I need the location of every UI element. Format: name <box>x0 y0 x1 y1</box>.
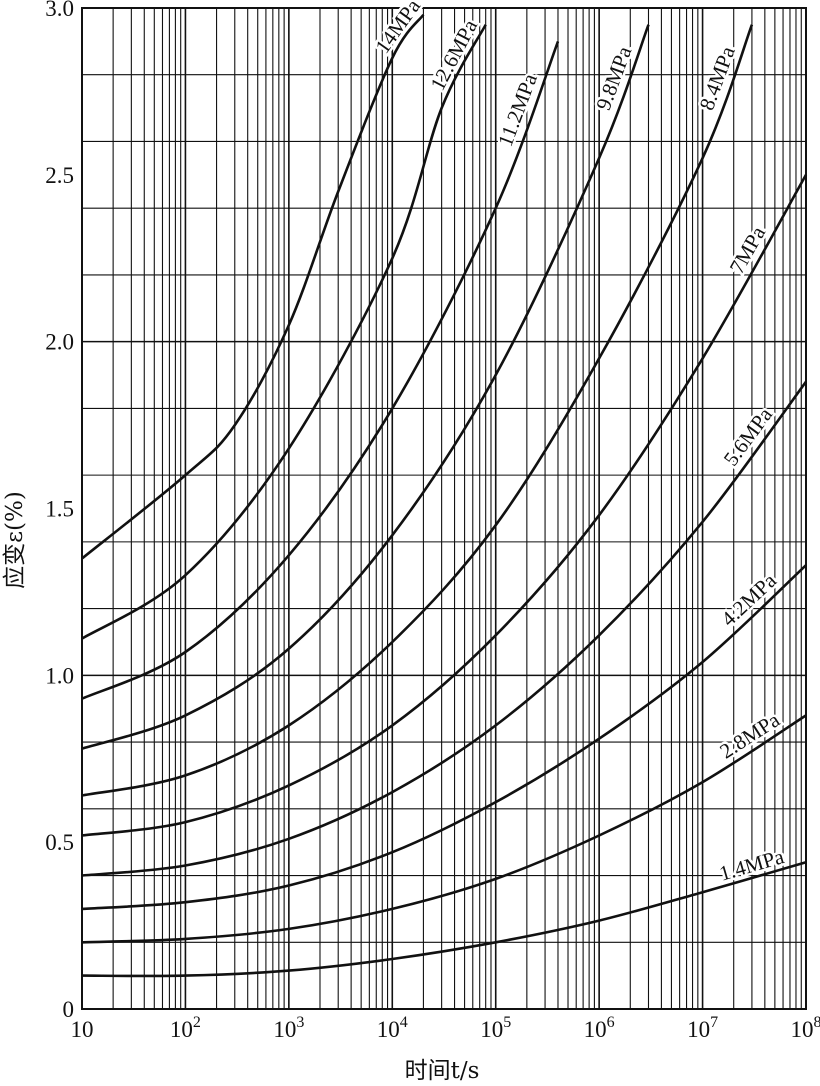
y-tick-label: 0.5 <box>45 830 74 855</box>
x-tick-label: 107 <box>687 1014 718 1042</box>
plot-border <box>81 7 807 1010</box>
curve-8.4MPa <box>81 24 754 797</box>
curve-12.6MPa <box>81 24 487 640</box>
y-tick-label: 1.5 <box>45 497 74 522</box>
strain-curves <box>81 13 808 978</box>
y-tick-label: 2.5 <box>45 163 74 188</box>
y-tick-label: 0 <box>63 997 75 1022</box>
curve-1.4MPa <box>81 860 807 978</box>
y-tick-label: 1.0 <box>45 663 74 688</box>
x-tick-labels: 10 102 103 104 105 106 107 108 <box>71 1014 820 1042</box>
y-tick-label: 2.0 <box>45 330 74 355</box>
curve-11.2MPa <box>81 40 560 700</box>
curve-7MPa <box>81 174 808 837</box>
x-tick-label: 10 <box>71 1017 94 1042</box>
x-tick-label: 105 <box>480 1014 511 1042</box>
curve-2.8MPa <box>81 714 807 944</box>
curve-5.6MPa <box>81 380 808 877</box>
x-tick-label: 108 <box>791 1014 820 1042</box>
curve-9.8MPa <box>81 24 650 750</box>
x-axis-label: 时间t/s <box>405 1058 480 1084</box>
x-tick-label: 103 <box>273 1014 304 1042</box>
curve-4.2MPa <box>81 564 807 911</box>
curve-14MPa <box>81 13 425 560</box>
x-tick-label: 106 <box>584 1014 615 1042</box>
grid <box>82 8 806 1009</box>
y-tick-labels: 0 0.5 1.0 1.5 2.0 2.5 3.0 <box>45 0 74 1022</box>
plot-frame <box>81 7 807 1010</box>
y-tick-label: 3.0 <box>45 0 74 21</box>
x-tick-label: 102 <box>170 1014 201 1042</box>
y-axis-label: 应变ε(%) <box>2 491 28 589</box>
x-tick-label: 104 <box>377 1014 408 1042</box>
